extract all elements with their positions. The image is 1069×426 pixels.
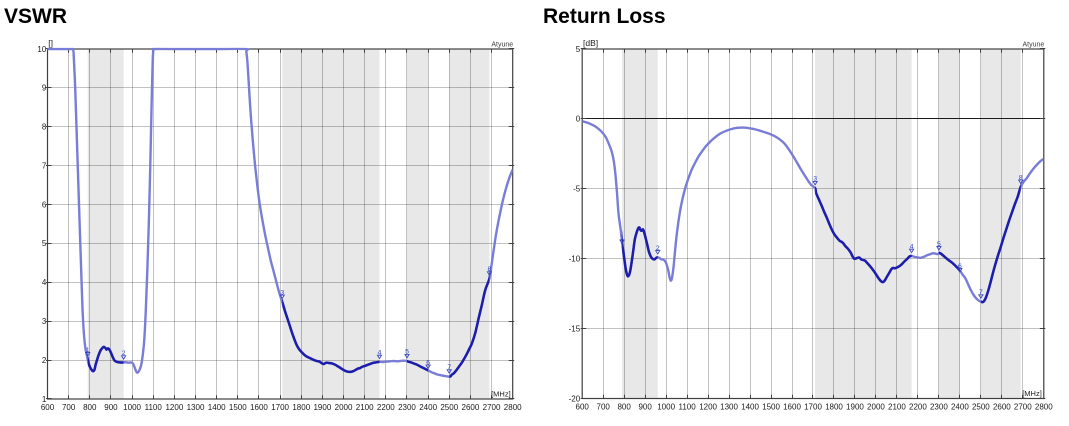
svg-text:1000: 1000 <box>123 403 141 412</box>
svg-text:1900: 1900 <box>846 403 864 412</box>
svg-text:4: 4 <box>378 349 382 356</box>
svg-text:1100: 1100 <box>145 403 163 412</box>
svg-text:[MHz]: [MHz] <box>1022 389 1042 398</box>
svg-text:1700: 1700 <box>804 403 822 412</box>
svg-text:2000: 2000 <box>335 403 353 412</box>
svg-text:6: 6 <box>42 200 47 209</box>
svg-text:900: 900 <box>638 403 652 412</box>
svg-text:1300: 1300 <box>720 403 738 412</box>
svg-text:-20: -20 <box>569 394 581 403</box>
svg-text:1800: 1800 <box>292 403 310 412</box>
svg-text:8: 8 <box>42 123 47 132</box>
svg-text:2100: 2100 <box>356 403 374 412</box>
svg-text:5: 5 <box>42 239 47 248</box>
svg-text:5: 5 <box>405 349 409 356</box>
svg-text:2400: 2400 <box>419 403 437 412</box>
svg-text:2: 2 <box>122 350 126 357</box>
svg-text:8: 8 <box>488 266 492 273</box>
svg-text:800: 800 <box>83 403 97 412</box>
svg-text:600: 600 <box>41 403 55 412</box>
svg-text:1700: 1700 <box>271 403 289 412</box>
svg-text:1900: 1900 <box>313 403 331 412</box>
svg-text:1200: 1200 <box>165 403 183 412</box>
svg-text:1: 1 <box>86 347 90 354</box>
svg-text:700: 700 <box>62 403 76 412</box>
svg-text:3: 3 <box>813 176 817 183</box>
svg-text:9: 9 <box>42 84 47 93</box>
svg-text:1600: 1600 <box>783 403 801 412</box>
svg-text:3: 3 <box>280 289 284 296</box>
svg-text:2500: 2500 <box>972 403 990 412</box>
svg-text:-5: -5 <box>573 185 581 194</box>
svg-text:6: 6 <box>958 263 962 270</box>
svg-text:1: 1 <box>620 234 624 241</box>
svg-text:4: 4 <box>910 244 914 251</box>
svg-text:2400: 2400 <box>951 403 969 412</box>
svg-text:1000: 1000 <box>657 403 675 412</box>
svg-text:2100: 2100 <box>888 403 906 412</box>
svg-text:0: 0 <box>576 115 581 124</box>
svg-text:Atyune: Atyune <box>491 42 513 49</box>
svg-text:2700: 2700 <box>483 403 501 412</box>
svg-text:1300: 1300 <box>187 403 205 412</box>
svg-text:5: 5 <box>937 241 941 248</box>
svg-text:1800: 1800 <box>825 403 843 412</box>
svg-text:3: 3 <box>42 317 47 326</box>
svg-text:2800: 2800 <box>1035 403 1053 412</box>
svg-text:-10: -10 <box>569 255 581 264</box>
svg-text:1400: 1400 <box>208 403 226 412</box>
svg-text:1100: 1100 <box>679 403 697 412</box>
svg-text:2600: 2600 <box>462 403 480 412</box>
svg-text:8: 8 <box>1019 174 1023 181</box>
svg-text:2: 2 <box>42 356 47 365</box>
svg-text:1200: 1200 <box>699 403 717 412</box>
svg-text:10: 10 <box>37 45 46 54</box>
svg-text:[]: [] <box>48 38 53 48</box>
svg-text:7: 7 <box>447 364 451 371</box>
svg-text:2700: 2700 <box>1014 403 1032 412</box>
svg-text:1500: 1500 <box>762 403 780 412</box>
svg-text:2200: 2200 <box>909 403 927 412</box>
svg-text:-15: -15 <box>569 324 581 333</box>
svg-text:6: 6 <box>426 359 430 366</box>
svg-text:700: 700 <box>597 403 611 412</box>
svg-text:[dB]: [dB] <box>583 38 598 48</box>
svg-text:2: 2 <box>656 245 660 252</box>
svg-text:2500: 2500 <box>440 403 458 412</box>
svg-text:1500: 1500 <box>229 403 247 412</box>
svg-text:4: 4 <box>42 278 47 287</box>
svg-text:2600: 2600 <box>993 403 1011 412</box>
svg-text:2200: 2200 <box>377 403 395 412</box>
svg-text:1: 1 <box>42 395 47 404</box>
svg-text:2300: 2300 <box>398 403 416 412</box>
svg-text:2300: 2300 <box>930 403 948 412</box>
svg-text:1600: 1600 <box>250 403 268 412</box>
svg-text:Atyune: Atyune <box>1023 42 1045 49</box>
svg-text:7: 7 <box>42 161 47 170</box>
svg-text:[MHz]: [MHz] <box>491 390 511 399</box>
svg-text:7: 7 <box>979 289 983 296</box>
svg-text:600: 600 <box>576 403 590 412</box>
svg-text:800: 800 <box>617 403 631 412</box>
svg-text:2800: 2800 <box>504 403 522 412</box>
svg-text:900: 900 <box>104 403 118 412</box>
svg-text:5: 5 <box>576 45 581 54</box>
svg-text:1400: 1400 <box>741 403 759 412</box>
svg-text:2000: 2000 <box>867 403 885 412</box>
